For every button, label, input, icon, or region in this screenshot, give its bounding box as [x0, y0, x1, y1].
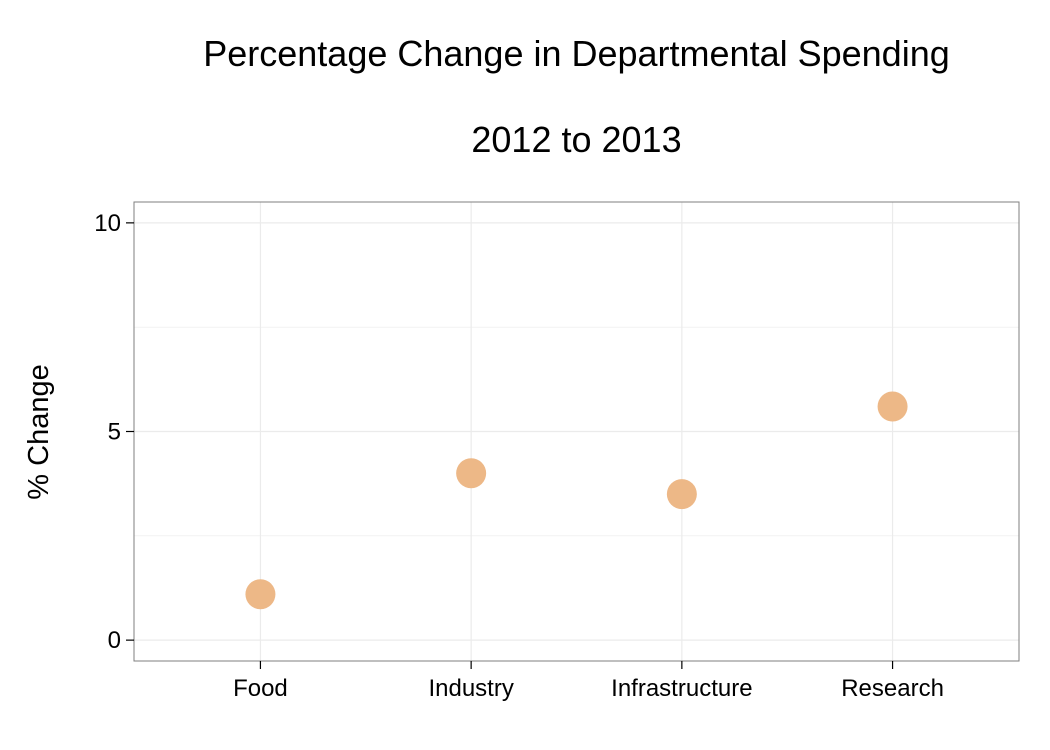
x-tick-label: Food [233, 675, 288, 702]
y-axis-title: % Change [23, 364, 55, 499]
axes: 0 5 10 Food Industry Infrastructure Research [94, 210, 944, 702]
y-tick-label: 5 [108, 419, 121, 446]
data-point-research [877, 391, 908, 422]
x-tick-label: Industry [428, 675, 513, 702]
chart-title: Percentage Change in Departmental Spendi… [203, 33, 950, 74]
chart-subtitle: 2012 to 2013 [471, 119, 682, 160]
x-tick-label: Research [841, 675, 944, 702]
x-tick-label: Infrastructure [611, 675, 752, 702]
data-point-industry [456, 458, 487, 489]
data-point-food [245, 579, 276, 610]
y-tick-label: 10 [94, 210, 121, 237]
data-points [245, 391, 908, 610]
grid-lines [134, 202, 1019, 661]
data-point-infrastructure [666, 479, 697, 510]
y-tick-label: 0 [108, 627, 121, 654]
